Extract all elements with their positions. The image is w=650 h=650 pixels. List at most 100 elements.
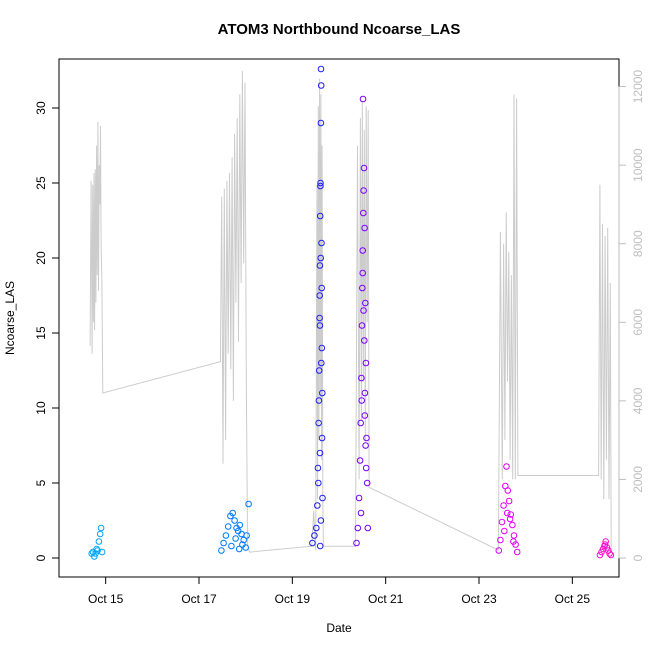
y-tick-label: 30 — [34, 101, 48, 115]
data-point — [97, 524, 105, 532]
data-point — [222, 532, 230, 539]
y-tick-label: 10 — [34, 401, 48, 415]
secondary-y-tick-label: 12000 — [631, 70, 645, 104]
secondary-y-tick-label: 4000 — [631, 387, 645, 414]
data-point — [315, 419, 322, 427]
data-point — [91, 553, 98, 560]
data-point — [360, 307, 367, 314]
data-point — [601, 541, 609, 548]
x-tick-label: Oct 21 — [368, 592, 404, 606]
data-point — [606, 550, 613, 557]
x-tick-label: Oct 19 — [275, 592, 311, 606]
data-point — [359, 247, 367, 254]
data-point — [317, 179, 324, 187]
data-point — [224, 523, 232, 530]
data-point — [317, 182, 324, 190]
data-point — [498, 518, 506, 526]
y-axis-label: Ncoarse_LAS — [3, 281, 17, 355]
data-point — [510, 532, 518, 539]
secondary-y-axis: 0 2000 4000 6000 8000 10000 12000 — [618, 70, 645, 561]
data-point — [360, 164, 368, 172]
data-point — [358, 397, 366, 404]
data-point — [218, 547, 225, 554]
y-axis: 0 5 10 15 20 25 30 — [34, 101, 60, 561]
data-point — [231, 517, 238, 524]
data-point — [316, 212, 324, 220]
data-point — [361, 389, 369, 397]
data-point — [358, 374, 365, 382]
data-point — [363, 479, 371, 487]
data-point — [359, 284, 366, 292]
data-point — [96, 530, 104, 538]
data-point — [314, 502, 321, 509]
data-point — [93, 545, 100, 553]
secondary-y-tick-label: 8000 — [631, 230, 645, 257]
data-point — [318, 434, 326, 442]
points-layer — [88, 65, 615, 560]
data-point — [356, 457, 364, 464]
secondary-y-tick-label: 10000 — [631, 148, 645, 182]
data-point — [507, 511, 515, 518]
data-point — [500, 502, 507, 509]
data-point — [311, 532, 318, 539]
y-tick-label: 5 — [34, 479, 48, 486]
data-point — [358, 322, 366, 329]
data-point — [245, 500, 252, 508]
data-point — [510, 538, 517, 545]
data-point — [503, 463, 510, 470]
data-point — [361, 412, 369, 419]
data-point — [98, 548, 106, 556]
data-point — [354, 524, 362, 532]
data-point — [94, 547, 101, 554]
data-point — [607, 551, 615, 559]
data-point — [362, 299, 369, 307]
data-point — [313, 524, 320, 532]
data-point — [317, 254, 325, 262]
secondary-y-tick-label: 2000 — [631, 466, 645, 493]
data-point — [504, 487, 512, 494]
data-point — [505, 497, 513, 505]
data-point — [229, 509, 236, 517]
chart-title: ATOM3 Northbound Ncoarse_LAS — [218, 21, 461, 38]
data-point — [357, 419, 365, 427]
data-point — [363, 434, 370, 442]
data-point — [360, 187, 367, 194]
data-point — [228, 542, 235, 550]
data-point — [242, 544, 249, 551]
data-point — [495, 547, 503, 554]
data-point — [497, 536, 504, 544]
data-point — [317, 119, 325, 127]
data-point — [357, 509, 365, 517]
data-point — [315, 397, 323, 404]
data-point — [315, 367, 323, 374]
data-point — [362, 359, 370, 367]
data-point — [317, 517, 325, 524]
x-tick-label: Oct 25 — [555, 592, 591, 606]
data-point — [361, 224, 368, 232]
data-point — [235, 545, 243, 553]
data-point — [509, 521, 516, 529]
data-point — [318, 239, 325, 247]
data-point — [359, 269, 367, 277]
y-tick-label: 25 — [34, 176, 48, 190]
data-point — [318, 344, 326, 352]
data-point — [316, 322, 324, 329]
data-point — [506, 515, 514, 523]
y-tick-label: 0 — [34, 554, 48, 561]
data-point — [316, 262, 324, 269]
data-point — [232, 535, 239, 542]
data-point — [359, 95, 367, 103]
secondary-line-layer — [89, 70, 612, 553]
x-axis-label: Date — [326, 621, 352, 635]
x-tick-label: Oct 15 — [88, 592, 124, 606]
data-point — [361, 337, 368, 344]
x-tick-label: Oct 17 — [181, 592, 217, 606]
data-point — [316, 314, 323, 322]
data-point — [355, 494, 363, 502]
data-point — [319, 494, 326, 502]
data-point — [236, 521, 244, 529]
data-point — [309, 539, 316, 547]
secondary-series-line — [89, 70, 612, 553]
data-point — [317, 82, 325, 89]
